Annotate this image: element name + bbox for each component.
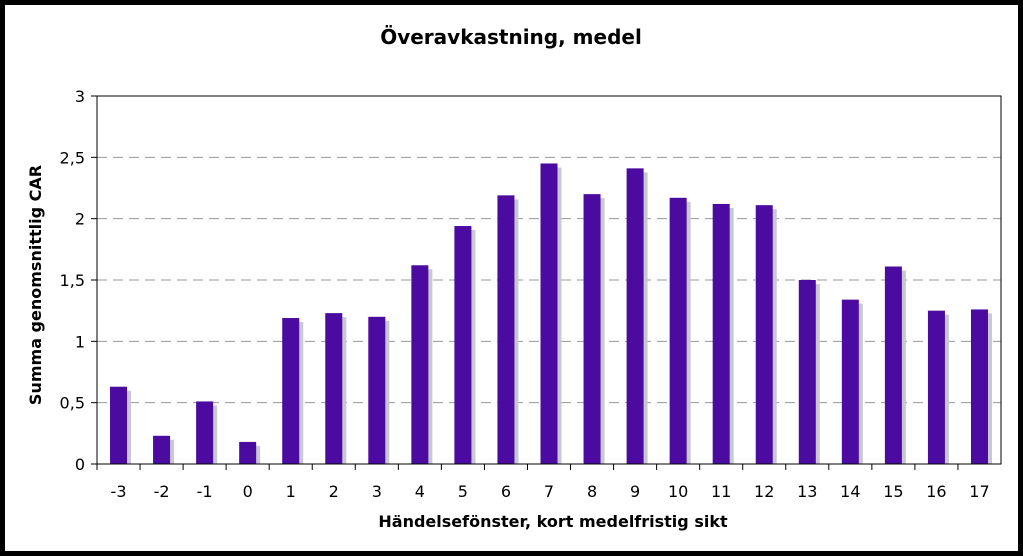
- x-tick-label: 16: [926, 482, 946, 501]
- x-tick-label: 11: [711, 482, 731, 501]
- bars: [110, 163, 992, 465]
- x-tick-label: 3: [372, 482, 382, 501]
- x-tick-label: -2: [154, 482, 170, 501]
- y-tick-label: 0: [75, 455, 85, 474]
- chart-title: Överavkastning, medel: [380, 25, 642, 49]
- x-tick-label: -1: [197, 482, 213, 501]
- x-tick-label: 13: [797, 482, 817, 501]
- chart-frame: Överavkastning, medel 0 0,5 1 1,5 2 2,5 3 -3 -2…: [5, 5, 1018, 551]
- x-tick-label: 12: [754, 482, 774, 501]
- bar: [970, 309, 988, 464]
- y-tick-label: 1: [75, 332, 85, 351]
- bar: [884, 266, 902, 464]
- x-tick-label: 2: [329, 482, 339, 501]
- bar: [239, 441, 257, 464]
- x-tick-label: 7: [544, 482, 554, 501]
- bar: [454, 226, 472, 464]
- x-tick-label: 1: [286, 482, 296, 501]
- bar: [712, 203, 730, 465]
- bar: [411, 265, 429, 464]
- bar: [368, 316, 386, 464]
- y-tick-label: 1,5: [60, 271, 85, 290]
- x-tick-label: 15: [883, 482, 903, 501]
- bar: [153, 435, 171, 464]
- bar: [196, 401, 214, 464]
- y-axis-label: Summa genomsnittlig CAR: [26, 165, 45, 405]
- y-tick-label: 3: [75, 87, 85, 106]
- x-tick-label: 8: [587, 482, 597, 501]
- bar: [540, 163, 558, 464]
- x-axis-ticks: -3 -2 -1 0 1 2 3 4 5 6 7 8 9 10 11 12 13 14 15 16 17: [96, 464, 990, 501]
- bar: [798, 280, 816, 464]
- y-tick-label: 2,5: [60, 148, 85, 167]
- y-tick-label: 0,5: [60, 394, 85, 413]
- bar: [626, 168, 644, 464]
- bar: [110, 386, 128, 464]
- x-tick-label: 10: [668, 482, 688, 501]
- x-tick-label: -3: [111, 482, 127, 501]
- x-tick-label: 6: [501, 482, 511, 501]
- x-tick-label: 0: [243, 482, 253, 501]
- bar: [669, 197, 687, 464]
- x-tick-label: 4: [415, 482, 425, 501]
- bar-chart: Överavkastning, medel 0 0,5 1 1,5 2 2,5 3 -3 -2…: [26, 25, 1002, 531]
- x-tick-label: 9: [630, 482, 640, 501]
- x-tick-label: 5: [458, 482, 468, 501]
- bar: [497, 195, 515, 465]
- bar: [927, 310, 945, 464]
- bar: [841, 299, 859, 464]
- x-tick-label: 17: [969, 482, 989, 501]
- bar: [755, 205, 773, 464]
- y-axis-ticks: 0 0,5 1 1,5 2 2,5 3: [60, 87, 97, 474]
- x-tick-label: 14: [840, 482, 860, 501]
- bar: [282, 318, 300, 464]
- y-tick-label: 2: [75, 210, 85, 229]
- bar: [325, 313, 343, 464]
- x-axis-label: Händelsefönster, kort medelfristig sikt: [378, 512, 728, 531]
- bar: [583, 194, 601, 464]
- plot-area-border: [96, 95, 1002, 465]
